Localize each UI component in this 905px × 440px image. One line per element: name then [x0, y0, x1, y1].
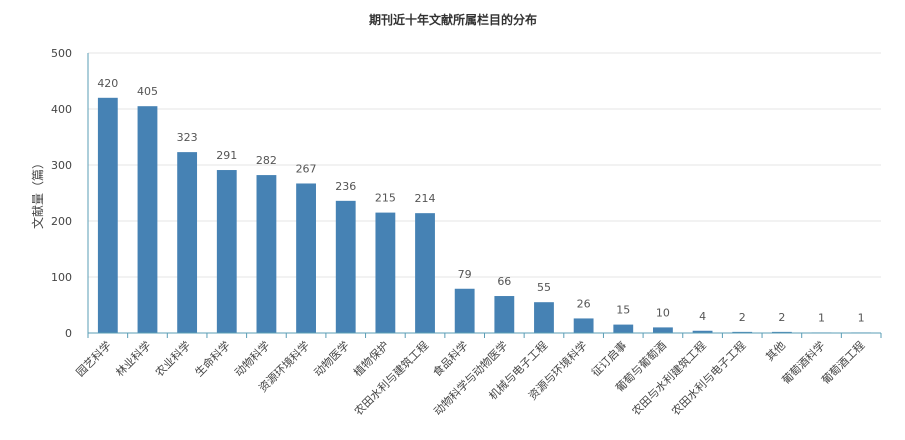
data-label: 282	[256, 154, 277, 167]
bar	[771, 331, 792, 333]
x-tick-label: 动物科学与动物医学	[431, 338, 511, 418]
x-tick-label: 生命科学	[192, 338, 233, 379]
data-label: 215	[375, 192, 396, 205]
bar	[732, 331, 753, 333]
data-label: 291	[216, 149, 237, 162]
y-tick-label: 0	[65, 327, 72, 340]
bar	[454, 288, 475, 333]
data-label: 2	[739, 311, 746, 324]
x-tick-label: 征订启事	[589, 339, 629, 379]
x-tick-label: 动物科学	[232, 338, 273, 379]
x-tick-label: 动物医学	[311, 338, 352, 379]
data-label: 323	[177, 131, 198, 144]
axes	[87, 53, 882, 338]
x-tick-label: 农业科学	[152, 338, 193, 379]
y-axis-ticks: 0 100 200 300 400 500	[51, 47, 72, 340]
bar	[216, 170, 237, 333]
data-label: 15	[616, 304, 630, 317]
y-tick-label: 200	[51, 215, 72, 228]
y-tick-label: 500	[51, 47, 72, 60]
gridlines	[88, 52, 881, 278]
bar	[335, 200, 356, 333]
data-label: 66	[497, 275, 511, 288]
x-tick-label: 植物保护	[350, 338, 391, 379]
bar	[137, 106, 158, 333]
data-label: 405	[137, 85, 158, 98]
x-tick-label: 农田水利与建筑工程	[351, 338, 431, 418]
bar	[573, 318, 594, 333]
bar	[534, 302, 554, 333]
data-label: 26	[577, 297, 591, 310]
bar	[375, 212, 396, 333]
bar	[97, 97, 118, 333]
data-label: 2	[778, 311, 785, 324]
x-tick-label: 农田水利与电子工程	[668, 338, 748, 418]
y-tick-label: 300	[51, 159, 72, 172]
data-label: 267	[296, 162, 317, 175]
data-label: 10	[656, 306, 670, 319]
bar	[256, 175, 277, 333]
data-label: 79	[458, 268, 472, 281]
x-tick-label: 葡萄酒工程	[819, 339, 867, 387]
data-label: 1	[858, 311, 865, 324]
x-tick-label: 林业科学	[113, 338, 154, 379]
bar	[296, 183, 316, 333]
x-tick-label: 食品科学	[430, 338, 471, 379]
chart-title: 期刊近十年文献所属栏目的分布	[369, 12, 537, 27]
data-label: 214	[415, 192, 436, 205]
data-labels: 420 405 323 291 282 267 236 215 214 79 66 55 26 15 10 4…	[97, 77, 864, 325]
data-label: 236	[335, 180, 356, 193]
bar	[653, 327, 673, 333]
bar	[494, 296, 515, 333]
data-label: 420	[97, 77, 118, 90]
bar	[415, 213, 435, 333]
y-tick-label: 400	[51, 103, 72, 116]
x-tick-label: 农田与水利建筑工程	[629, 338, 709, 418]
bar	[613, 324, 634, 333]
y-tick-label: 100	[51, 271, 72, 284]
x-tick-label: 其他	[763, 339, 788, 364]
bars	[97, 97, 872, 333]
bar	[177, 152, 198, 333]
y-axis-label: 文献量（篇）	[30, 157, 45, 229]
data-label: 4	[699, 310, 706, 323]
data-label: 55	[537, 281, 551, 294]
bar	[692, 330, 713, 333]
x-tick-label: 园艺科学	[73, 338, 114, 379]
data-label: 1	[818, 311, 825, 324]
